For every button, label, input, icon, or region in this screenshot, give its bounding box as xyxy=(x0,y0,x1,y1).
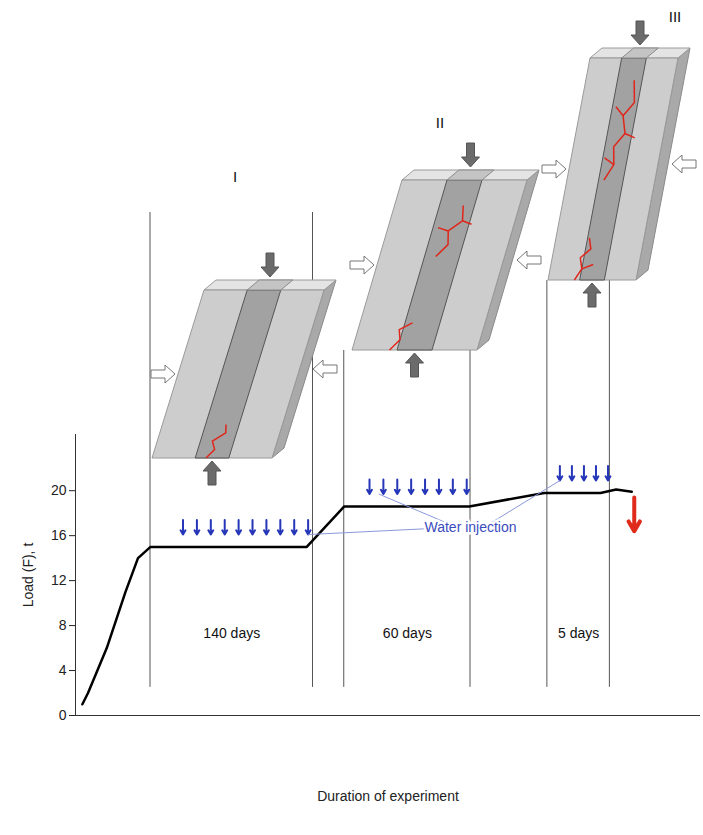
svg-text:16: 16 xyxy=(51,527,67,543)
svg-text:0: 0 xyxy=(59,707,67,723)
svg-text:Duration of experiment: Duration of experiment xyxy=(317,788,459,804)
svg-text:12: 12 xyxy=(51,572,67,588)
svg-text:60 days: 60 days xyxy=(383,625,432,641)
svg-text:140 days: 140 days xyxy=(203,625,260,641)
svg-text:I: I xyxy=(233,168,237,185)
svg-text:Load (F), t: Load (F), t xyxy=(20,543,36,608)
svg-text:4: 4 xyxy=(59,662,67,678)
svg-text:20: 20 xyxy=(51,482,67,498)
svg-text:III: III xyxy=(669,8,682,25)
svg-text:II: II xyxy=(436,114,444,131)
svg-text:5 days: 5 days xyxy=(558,625,599,641)
svg-text:8: 8 xyxy=(59,617,67,633)
svg-text:Water injection: Water injection xyxy=(424,519,516,535)
